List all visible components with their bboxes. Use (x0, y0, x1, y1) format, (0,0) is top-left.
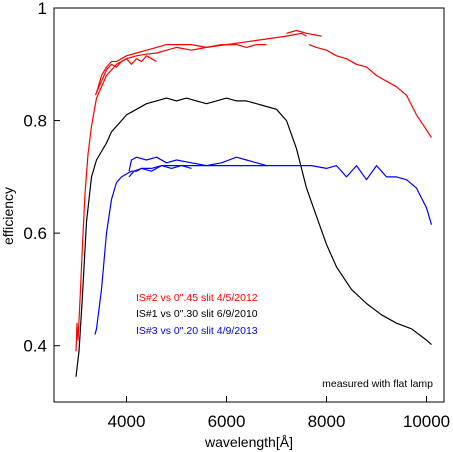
y-tick-label: 1 (38, 0, 47, 18)
x-axis-label: wavelength[Å] (204, 434, 293, 450)
y-axis-ticks: 0.4 0.6 0.8 1 (23, 0, 60, 356)
series-line-is3-segment-1 (128, 156, 267, 172)
y-tick-label: 0.8 (23, 112, 47, 131)
annotation-flat-lamp: measured with flat lamp (322, 378, 433, 390)
series-line-is2-segment-4 (308, 44, 432, 138)
x-tick-label: 10000 (403, 412, 450, 431)
legend-entry-is2: IS#2 vs 0".45 slit 4/5/2012 (136, 292, 258, 304)
series-line-is3-segment-0 (94, 165, 433, 335)
x-tick-label: 6000 (208, 412, 246, 431)
legend-entry-is3: IS#3 vs 0".20 slit 4/9/2013 (136, 325, 258, 337)
series-line-is2-segment-3 (286, 29, 322, 37)
x-tick-label: 8000 (308, 412, 346, 431)
x-axis-ticks: 4000 6000 8000 10000 (108, 396, 450, 431)
plot-frame (53, 7, 445, 403)
y-tick-label: 0.4 (23, 337, 47, 356)
y-axis-label: efficiency (0, 187, 16, 245)
series-line-is1-segment-0 (75, 97, 432, 377)
x-tick-label: 4000 (108, 412, 146, 431)
series-line-is2-segment-2 (95, 55, 157, 93)
y-tick-label: 0.6 (23, 224, 47, 243)
legend-entry-is1: IS#1 vs 0".30 slit 6/9/2010 (136, 308, 258, 320)
series-layer (75, 29, 433, 377)
legend: IS#2 vs 0".45 slit 4/5/2012 IS#1 vs 0".3… (136, 292, 258, 337)
series-line-is3-segment-2 (128, 165, 192, 178)
series-line-is2-segment-1 (94, 43, 267, 96)
